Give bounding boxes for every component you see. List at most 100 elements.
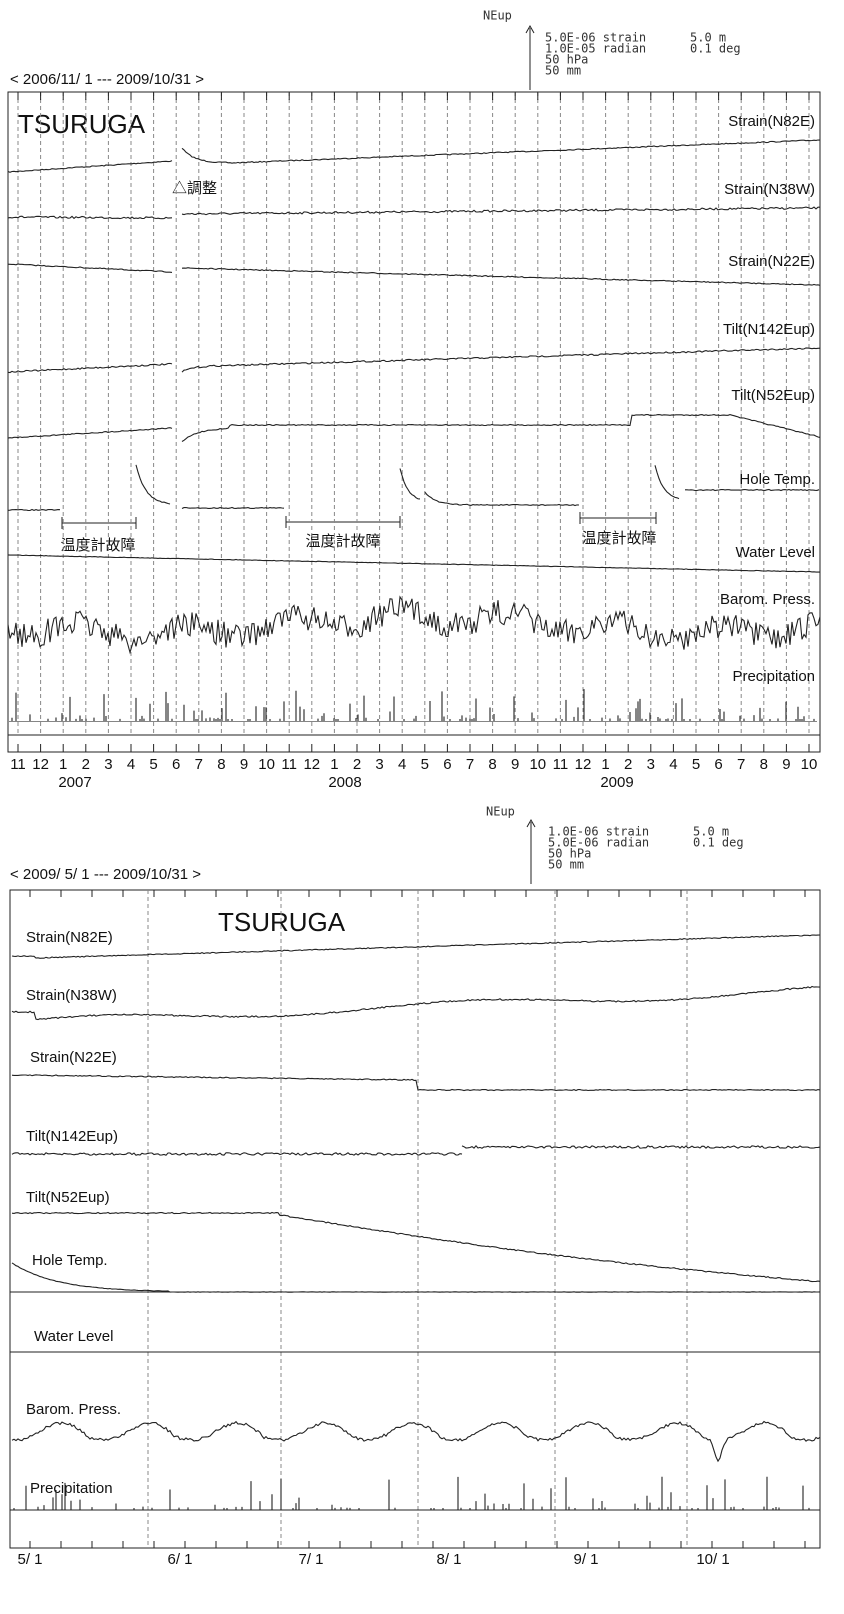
plot-frame <box>9 889 821 1549</box>
precip <box>13 1476 810 1510</box>
x-tick-label: 9 <box>782 756 790 773</box>
channel-label: Water Level <box>34 1328 113 1345</box>
channel-label: Strain(N22E) <box>728 253 815 270</box>
trace <box>11 985 821 1021</box>
x-tick-label: 8 <box>488 756 496 773</box>
trace <box>7 347 821 374</box>
brackets <box>61 512 657 529</box>
trace <box>7 206 820 220</box>
direction: NEup <box>486 805 515 819</box>
scale-label: 5.0 m <box>693 825 729 839</box>
channel-label: Barom. Press. <box>720 591 815 608</box>
x-tick-label: 7 <box>466 756 474 773</box>
x-tick-label: 8 <box>217 756 225 773</box>
station: TSURUGA <box>218 907 346 937</box>
x-tick-label: 3 <box>375 756 383 773</box>
x-tick-label: 11 <box>281 756 297 773</box>
trace <box>11 934 821 959</box>
x-tick-label: 7/ 1 <box>298 1551 323 1568</box>
x-tick-label: 5/ 1 <box>17 1551 42 1568</box>
trace <box>11 1211 821 1283</box>
channel-label: Water Level <box>736 544 815 561</box>
annotation: 温度計故障 <box>60 536 135 554</box>
scale-label: 5.0E-06 strain <box>545 31 646 45</box>
annotation: 温度計故障 <box>305 532 380 550</box>
x-tick-label: 8/ 1 <box>436 1551 461 1568</box>
x-tick-label: 4 <box>398 756 406 773</box>
channel-label: Strain(N22E) <box>30 1049 117 1066</box>
x-tick-label: 12 <box>575 756 592 773</box>
channel-label: Strain(N38W) <box>26 987 117 1004</box>
x-tick-label: 1 <box>59 756 67 773</box>
period: < 2009/ 5/ 1 --- 2009/10/31 > <box>10 866 201 883</box>
x-tick-label: 5 <box>421 756 429 773</box>
period: < 2006/11/ 1 --- 2009/10/31 > <box>10 71 204 88</box>
plot-frame <box>7 91 821 753</box>
x-tick-label: 6/ 1 <box>167 1551 192 1568</box>
channel-label: Tilt(N52Eup) <box>26 1189 110 1206</box>
scale-label: 1.0E-06 strain <box>548 825 649 839</box>
x-tick-label: 10 <box>258 756 275 773</box>
channel-label: Tilt(N142Eup) <box>26 1128 118 1145</box>
scale-label: 0.1 deg <box>693 836 744 850</box>
x-tick-label: 11 <box>553 756 569 773</box>
x-tick-label: 5 <box>692 756 700 773</box>
x-tick-label: 6 <box>443 756 451 773</box>
x-tick-label: 1 <box>601 756 609 773</box>
channel-label: Strain(N82E) <box>26 929 113 946</box>
x-tick-label: 2 <box>624 756 632 773</box>
channel-label: Precipitation <box>732 668 815 685</box>
x-tick-label: 6 <box>172 756 180 773</box>
scale-label: 1.0E-05 radian <box>545 42 646 56</box>
trace <box>11 1420 821 1463</box>
x-tick-label: 7 <box>195 756 203 773</box>
channel-label: Tilt(N142Eup) <box>723 321 815 338</box>
x-tick-label: 9 <box>240 756 248 773</box>
trace <box>11 1262 821 1293</box>
channel-label: Tilt(N52Eup) <box>731 387 815 404</box>
scale-arrow <box>525 24 535 34</box>
channel-label: Hole Temp. <box>739 471 815 488</box>
x-tick-label: 9 <box>511 756 519 773</box>
scale-label: 5.0E-06 radian <box>548 836 649 850</box>
x-tick-label: 12 <box>303 756 320 773</box>
trace <box>7 595 821 655</box>
scale-label: 50 hPa <box>545 53 588 67</box>
x-tick-label: 2 <box>82 756 90 773</box>
trace <box>11 1144 821 1156</box>
channel-label: Strain(N38W) <box>724 181 815 198</box>
annotation: 温度計故障 <box>581 529 656 547</box>
x-tick-label: 4 <box>669 756 677 773</box>
trace <box>7 139 821 173</box>
scale-label: 50 mm <box>548 858 584 872</box>
channel-label: Strain(N82E) <box>728 113 815 130</box>
trace <box>11 1074 821 1092</box>
trace <box>7 464 820 512</box>
year-label: 2009 <box>600 774 633 791</box>
direction: NEup <box>483 9 512 23</box>
precip <box>9 689 817 722</box>
scale-label: 50 mm <box>545 64 581 78</box>
trace <box>7 263 821 286</box>
x-tick-label: 8 <box>760 756 768 773</box>
channel-label: Barom. Press. <box>26 1401 121 1418</box>
x-tick-label: 3 <box>647 756 655 773</box>
x-tick-label: 3 <box>104 756 112 773</box>
scale-label: 5.0 m <box>690 31 726 45</box>
x-tick-label: 10 <box>801 756 818 773</box>
x-tick-label: 9/ 1 <box>573 1551 598 1568</box>
x-tick-label: 1 <box>330 756 338 773</box>
year-label: 2008 <box>328 774 361 791</box>
x-tick-label: 2 <box>353 756 361 773</box>
scale-label: 50 hPa <box>548 847 591 861</box>
channel-label: Precipitation <box>30 1480 113 1497</box>
annotation: △調整 <box>172 180 217 197</box>
scale-label: 0.1 deg <box>690 42 741 56</box>
trace <box>7 414 821 442</box>
x-tick-label: 10/ 1 <box>696 1551 729 1568</box>
station: TSURUGA <box>18 109 146 139</box>
year-label: 2007 <box>58 774 91 791</box>
x-tick-label: 5 <box>149 756 157 773</box>
x-tick-label: 10 <box>529 756 546 773</box>
x-tick-label: 6 <box>714 756 722 773</box>
